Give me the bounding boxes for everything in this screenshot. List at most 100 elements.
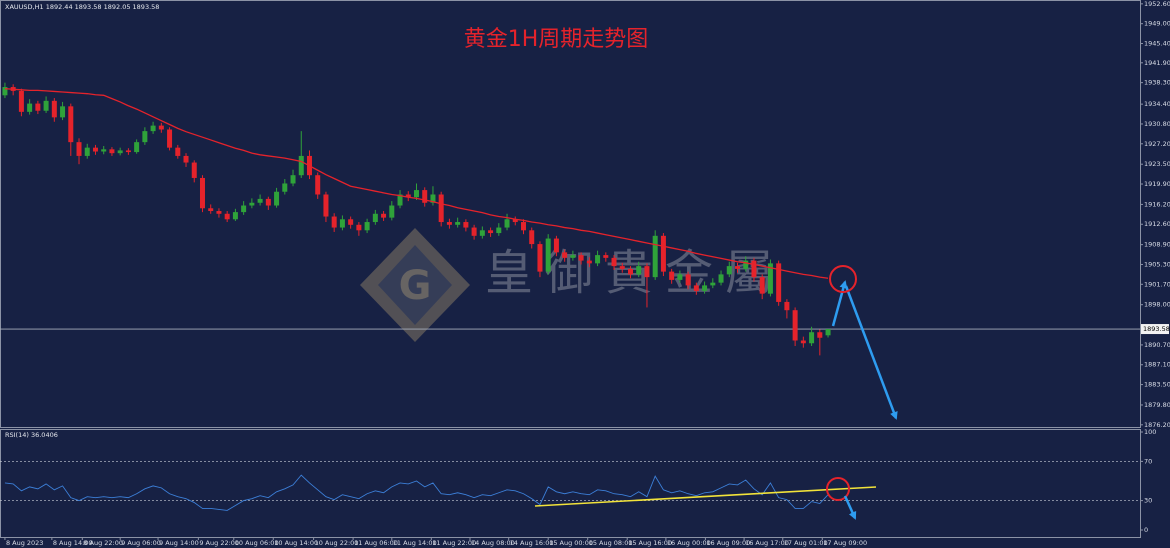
candle-body — [809, 332, 815, 344]
candle-body — [208, 208, 214, 212]
candle-body — [595, 255, 601, 264]
y-tick-label: 1941.90 — [1144, 59, 1170, 67]
candle-body — [199, 177, 205, 209]
rsi-pane — [0, 429, 1141, 538]
candle-body — [627, 268, 633, 275]
chart-title: 黄金1H周期走势图 — [464, 27, 649, 52]
x-tick-label: 14 Aug 16:00 — [510, 539, 554, 547]
y-tick-label: 1923.50 — [1144, 160, 1170, 168]
logo-inner — [378, 245, 452, 325]
candle-body — [92, 147, 98, 152]
candle-body — [84, 147, 90, 156]
y-tick-label: 1901.70 — [1144, 280, 1170, 288]
y-tick-label: 1876.20 — [1144, 421, 1170, 429]
candle-body — [142, 131, 148, 143]
last-price-label: 1893.58 — [1143, 325, 1170, 333]
candle-body — [677, 274, 683, 280]
y-tick-label: 1912.60 — [1144, 220, 1170, 228]
y-tick-label: 1930.80 — [1144, 120, 1170, 128]
candle-body — [784, 301, 790, 311]
candle-body — [134, 142, 140, 153]
y-tick-label: 1952.60 — [1144, 0, 1170, 8]
candle-body — [117, 150, 123, 154]
rsi-label: RSI(14) 36.0406 — [5, 431, 58, 439]
candle-body — [586, 260, 592, 264]
candle-body — [241, 205, 247, 213]
candle-body — [578, 255, 584, 261]
rsi-tick-label: 70 — [1144, 457, 1152, 465]
candle-body — [158, 125, 164, 130]
candle-body — [488, 230, 494, 234]
candle-body — [471, 227, 477, 236]
rsi-trendline — [534, 486, 877, 507]
y-tick-label: 1879.80 — [1144, 401, 1170, 409]
candle-body — [109, 149, 115, 154]
candle-body — [438, 194, 444, 223]
candle-body — [18, 90, 24, 112]
candle-body — [759, 277, 765, 294]
candle-body — [570, 255, 576, 258]
candle-body — [35, 103, 41, 111]
candle-body — [817, 332, 823, 338]
y-tick-label: 1945.40 — [1144, 40, 1170, 48]
x-tick-label: 8 Aug 22:00 — [83, 539, 123, 547]
candle-body — [339, 219, 345, 228]
candle-body — [150, 125, 156, 132]
x-tick-label: 16 Aug 09:00 — [706, 539, 750, 547]
x-tick-label: 8 Aug 2023 — [6, 539, 44, 547]
y-tick-label: 1927.20 — [1144, 140, 1170, 148]
candle-body — [718, 274, 724, 283]
logo-letter: G — [399, 263, 432, 309]
x-tick-label: 9 Aug 06:00 — [121, 539, 161, 547]
logo-diamond — [360, 228, 470, 342]
candle-body — [76, 142, 82, 156]
y-tick-label: 1883.50 — [1144, 381, 1170, 389]
candle-body — [702, 285, 708, 291]
x-tick-label: 16 Aug 17:00 — [745, 539, 789, 547]
candle-body — [520, 222, 526, 231]
y-tick-label: 1949.00 — [1144, 20, 1170, 28]
candle-body — [743, 260, 749, 269]
candle-body — [636, 266, 642, 275]
rsi-tick-label: 30 — [1144, 497, 1152, 505]
y-tick-label: 1890.70 — [1144, 341, 1170, 349]
x-tick-label: 15 Aug 16:00 — [628, 539, 672, 547]
candle-body — [537, 244, 543, 272]
candle-body — [356, 224, 362, 231]
candle-body — [405, 194, 411, 198]
candle-body — [265, 198, 271, 206]
y-tick-label: 1916.20 — [1144, 200, 1170, 208]
candle-body — [257, 198, 263, 203]
candle-body — [496, 227, 502, 234]
candle-body — [125, 150, 131, 153]
candle-body — [315, 175, 321, 195]
candle-body — [685, 274, 691, 286]
x-tick-label: 10 Aug 06:00 — [235, 539, 279, 547]
candle-body — [167, 129, 173, 148]
x-tick-label: 15 Aug 00:00 — [549, 539, 593, 547]
candle-body — [735, 266, 741, 269]
candle-body — [216, 211, 222, 214]
candle-body — [710, 282, 716, 286]
candle-body — [693, 285, 699, 291]
candle-body — [183, 155, 189, 163]
candle-body — [331, 216, 337, 228]
resistance-circle — [829, 265, 857, 293]
watermark-text: 皇御貴金屬 — [485, 245, 785, 301]
y-tick-label: 1919.90 — [1144, 180, 1170, 188]
candle-body — [175, 147, 181, 156]
candle-body — [364, 222, 370, 231]
y-tick-label: 1934.40 — [1144, 100, 1170, 108]
candle-body — [422, 190, 428, 203]
arrow-down — [844, 285, 898, 420]
x-tick-label: 16 Aug 00:00 — [667, 539, 711, 547]
candle-body — [43, 100, 49, 111]
candle-body — [323, 194, 329, 217]
candle-body — [60, 106, 66, 118]
rsi-tick-label: 0 — [1144, 526, 1148, 534]
candle-body — [504, 219, 510, 228]
candle-body — [290, 175, 296, 184]
candle-body — [191, 162, 197, 178]
